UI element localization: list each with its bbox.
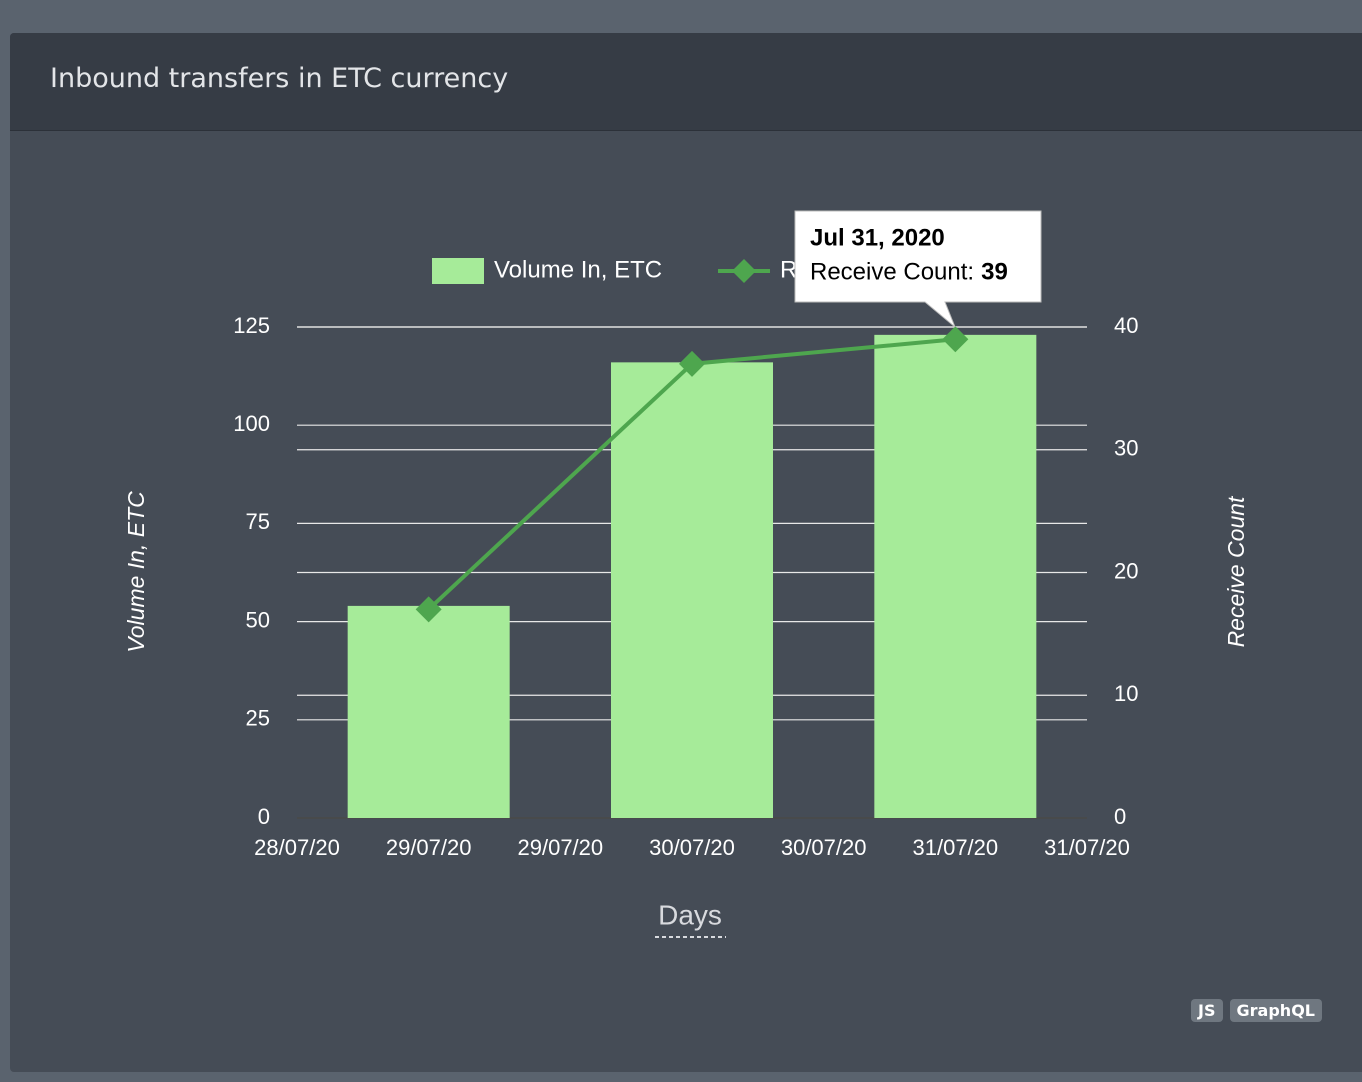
badge[interactable]: JS xyxy=(1191,999,1223,1022)
x-tick-label: 29/07/20 xyxy=(386,835,472,860)
legend-swatch xyxy=(432,258,484,284)
tooltip-value: 39 xyxy=(981,258,1008,285)
x-tick-label: 30/07/20 xyxy=(649,835,735,860)
point xyxy=(679,350,705,377)
card-header: Inbound transfers in ETC currency xyxy=(10,33,1362,131)
x-tick-label: 29/07/20 xyxy=(518,835,604,860)
x-tick-label: 30/07/20 xyxy=(781,835,867,860)
badges: JS GraphQL xyxy=(1191,999,1322,1022)
tooltip-box xyxy=(794,210,1042,328)
y2-axis-title: Receive Count xyxy=(1223,495,1249,647)
y2-tick-label: 40 xyxy=(1114,313,1138,338)
card: Inbound transfers in ETC currency JS Gra… xyxy=(10,33,1362,1072)
bar xyxy=(611,362,773,818)
y-axis-title: Volume In, ETC xyxy=(123,491,149,653)
x-tick-label: 28/07/20 xyxy=(254,835,340,860)
bar xyxy=(347,605,510,818)
y2-tick-label: 10 xyxy=(1114,681,1138,706)
x-tick-label: 31/07/20 xyxy=(1044,835,1130,860)
x-axis-title: Days xyxy=(658,899,722,930)
y-tick-label: 100 xyxy=(233,411,270,436)
y2-tick-label: 20 xyxy=(1114,558,1138,583)
y-tick-label: 125 xyxy=(233,313,270,338)
tooltip: Jul 31, 2020 Receive Count: 39 xyxy=(794,210,1042,328)
y-tick-label: 25 xyxy=(246,706,270,731)
y-tick-label: 50 xyxy=(246,607,270,632)
tooltip-label: Receive Count: xyxy=(810,258,974,285)
x-tick-label: 31/07/20 xyxy=(913,835,999,860)
point xyxy=(942,326,969,353)
y2-tick-label: 0 xyxy=(1114,804,1126,829)
y-tick-label: 75 xyxy=(246,509,270,534)
y2-tick-label: 30 xyxy=(1114,436,1138,461)
badge[interactable]: GraphQL xyxy=(1229,999,1322,1022)
card-title: Inbound transfers in ETC currency xyxy=(50,63,509,94)
legend-label: Volume In, ETC xyxy=(494,256,662,283)
point xyxy=(415,596,442,623)
y-tick-label: 0 xyxy=(258,804,270,829)
tooltip-title: Jul 31, 2020 xyxy=(810,224,945,251)
legend-swatch xyxy=(732,259,756,283)
bar xyxy=(874,334,1037,818)
